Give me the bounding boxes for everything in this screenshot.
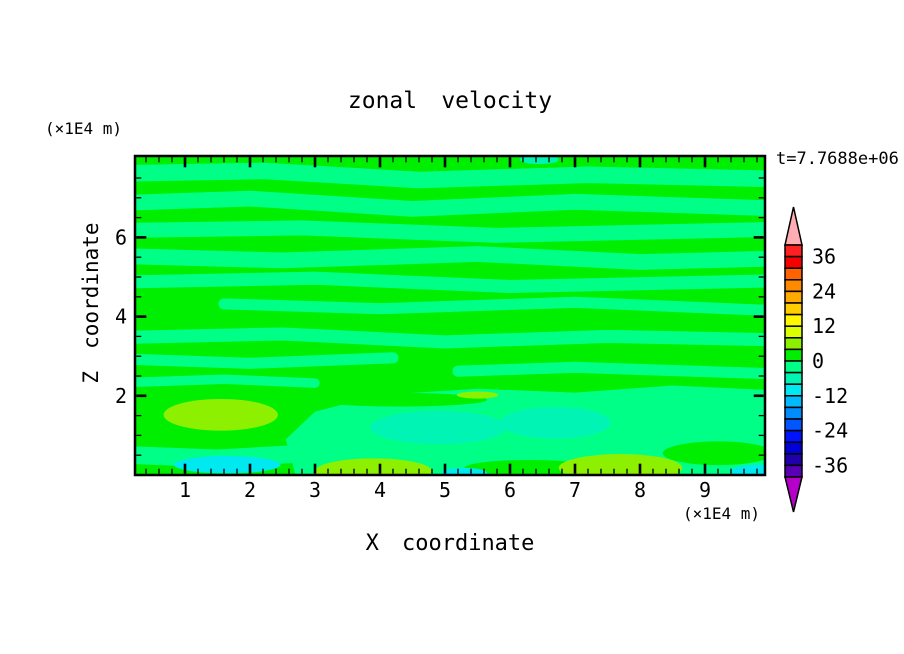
contour-blob-chartreuse bbox=[163, 398, 278, 431]
contour-band bbox=[135, 271, 765, 294]
colorbar-cell bbox=[784, 441, 803, 455]
z-axis-unit-label: (×1E4 m) bbox=[45, 119, 123, 138]
contour-field bbox=[135, 156, 765, 475]
colorbar-cell bbox=[784, 290, 803, 304]
x-tick-label: 1 bbox=[179, 478, 191, 502]
colorbar-cell bbox=[784, 313, 803, 327]
x-tick-label: 2 bbox=[244, 478, 256, 502]
x-tick-label: 5 bbox=[439, 478, 451, 502]
contour-band bbox=[135, 190, 765, 217]
colorbar-cell bbox=[784, 267, 803, 281]
colorbar-label: 12 bbox=[812, 314, 836, 338]
x-axis-unit-label: (×1E4 m) bbox=[683, 504, 761, 523]
axis-frame bbox=[133, 154, 767, 477]
colorbar-cell bbox=[784, 348, 803, 362]
colorbar-cell bbox=[784, 464, 803, 478]
contour-blob-cyan bbox=[173, 455, 281, 474]
z-tick-label: 4 bbox=[115, 305, 127, 329]
colorbar-label: 24 bbox=[812, 279, 836, 303]
colorbar-cell bbox=[784, 302, 803, 316]
z-tick-label: 2 bbox=[115, 384, 127, 408]
colorbar-cell bbox=[784, 418, 803, 432]
colorbar bbox=[784, 206, 803, 513]
z-tick-label: 6 bbox=[115, 225, 127, 249]
contour-band bbox=[218, 296, 765, 316]
contour-band bbox=[135, 162, 765, 189]
colorbar-cell bbox=[784, 406, 803, 420]
colorbar-over-arrow bbox=[784, 206, 803, 246]
contour-band bbox=[452, 361, 765, 380]
colorbar-cell bbox=[784, 325, 803, 339]
x-tick-label: 7 bbox=[569, 478, 581, 502]
x-tick-label: 4 bbox=[374, 478, 386, 502]
colorbar-label: 36 bbox=[812, 245, 836, 269]
x-tick-label: 6 bbox=[504, 478, 516, 502]
contour-streak bbox=[662, 441, 765, 466]
colorbar-cell bbox=[784, 429, 803, 443]
colorbar-label: -36 bbox=[812, 453, 848, 477]
contour-blob-turquoise bbox=[500, 406, 611, 439]
colorbar-cell bbox=[784, 337, 803, 351]
x-tick-label: 8 bbox=[634, 478, 646, 502]
contour-band bbox=[135, 352, 399, 369]
contour-streak bbox=[311, 393, 488, 407]
contour-blob-cyan bbox=[441, 467, 488, 475]
colorbar-cell bbox=[784, 360, 803, 374]
colorbar-cell bbox=[784, 244, 803, 258]
colorbar-cell bbox=[784, 279, 803, 293]
colorbar-cell bbox=[784, 371, 803, 385]
contour-blob-turquoise bbox=[370, 410, 507, 445]
contour-band bbox=[135, 246, 765, 270]
time-label: t=7.7688e+06 bbox=[776, 149, 899, 169]
plot-title: zonal velocity bbox=[347, 88, 553, 114]
contour-band bbox=[135, 327, 765, 349]
colorbar-cell bbox=[784, 383, 803, 397]
colorbar-label: -24 bbox=[812, 419, 848, 443]
colorbar-under-arrow bbox=[784, 476, 803, 513]
colorbar-label: 0 bbox=[812, 349, 824, 373]
contour-blob-cyan bbox=[731, 464, 765, 475]
contour-band bbox=[135, 374, 320, 388]
x-axis-title: X coordinate bbox=[365, 531, 535, 556]
x-tick-label: 3 bbox=[309, 478, 321, 502]
contour-band bbox=[135, 220, 765, 243]
colorbar-cell bbox=[784, 453, 803, 467]
x-tick-label: 9 bbox=[699, 478, 711, 502]
contour-blob-chartreuse bbox=[315, 458, 432, 475]
axis-ticks bbox=[136, 157, 764, 474]
contour-blob-chartreuse bbox=[456, 391, 499, 399]
colorbar-cell bbox=[784, 395, 803, 409]
colorbar-label: -12 bbox=[812, 384, 848, 408]
colorbar-cell bbox=[784, 255, 803, 269]
contour-blob-chartreuse bbox=[558, 454, 683, 475]
